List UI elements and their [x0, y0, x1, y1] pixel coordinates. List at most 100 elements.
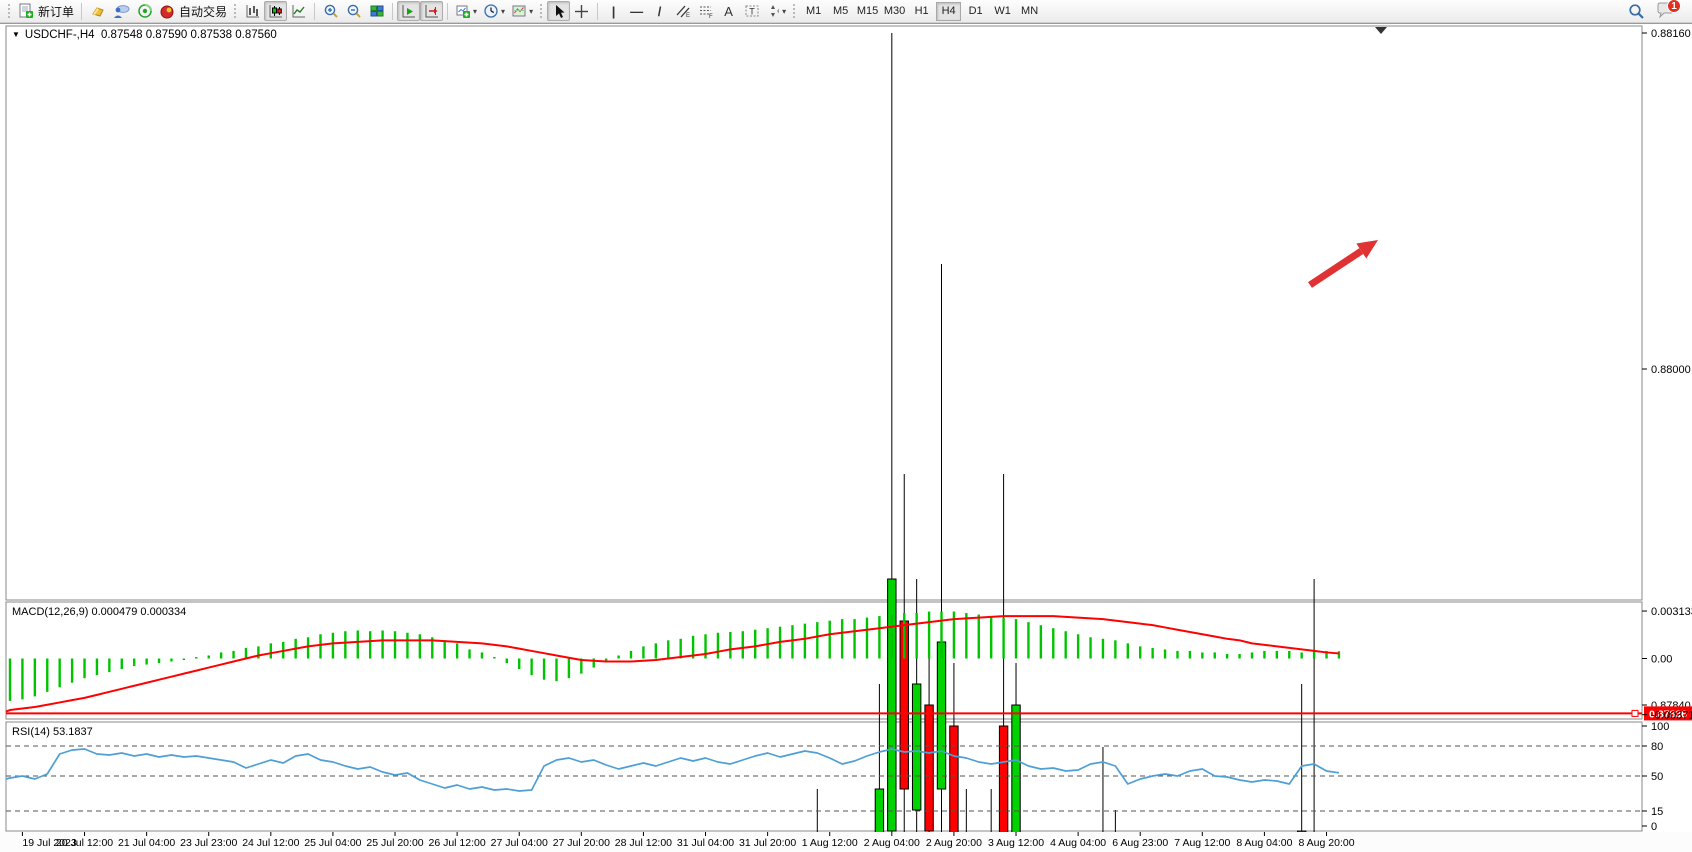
- arrows-tool-button[interactable]: ▾: [763, 1, 789, 21]
- macd-axis-label: 0.003133: [1651, 606, 1692, 618]
- time-axis-label: 4 Aug 04:00: [1050, 837, 1106, 849]
- vertical-line-tool-button[interactable]: |: [611, 3, 616, 19]
- trend-arrow-annotation[interactable]: [1308, 248, 1364, 288]
- main-toolbar: 新订单 自动交易: [0, 0, 1692, 23]
- svg-text:E: E: [686, 13, 690, 18]
- chevron-down-icon: ▾: [529, 6, 534, 16]
- timeframe-button-m30[interactable]: M30: [883, 5, 906, 17]
- tile-windows-icon: [370, 5, 384, 17]
- notification-count-badge: 1: [1667, 0, 1681, 13]
- horizontal-line-tool-button[interactable]: —: [630, 3, 644, 19]
- timeframe-button-h1[interactable]: H1: [914, 5, 929, 17]
- text-label-tool-button[interactable]: T: [740, 1, 763, 21]
- timeframe-button-w1[interactable]: W1: [994, 5, 1011, 17]
- rsi-axis-label: 0: [1651, 821, 1657, 833]
- new-chart-icon: [456, 5, 471, 18]
- time-axis-label: 27 Jul 04:00: [491, 837, 548, 849]
- time-axis-label: 2 Aug 20:00: [926, 837, 982, 849]
- price-badge: [1644, 706, 1692, 721]
- zoom-in-button[interactable]: [319, 1, 342, 21]
- timeframe-button-m5[interactable]: M5: [832, 5, 849, 17]
- template-icon: [512, 5, 526, 17]
- macd-panel[interactable]: [5, 601, 1643, 720]
- macd-axis-label: 0.00: [1651, 654, 1672, 666]
- toolbar-grip[interactable]: [233, 3, 239, 19]
- chart-title-bar[interactable]: ▼ USDCHF-,H4 0.87548 0.87590 0.87538 0.87…: [12, 29, 277, 41]
- candlestick-mode-button[interactable]: [264, 1, 288, 21]
- chart-shift-marker[interactable]: [1375, 27, 1387, 34]
- line-handle[interactable]: [1631, 709, 1639, 717]
- candle-up: [936, 641, 947, 790]
- auto-scroll-button[interactable]: [397, 1, 421, 21]
- time-axis-label: 1 Aug 12:00: [802, 837, 858, 849]
- equidistant-channel-icon: E: [676, 5, 690, 18]
- timeframe-button-d1[interactable]: D1: [968, 5, 983, 17]
- cursor-tool-button[interactable]: [547, 1, 571, 21]
- candle-down: [998, 725, 1009, 852]
- new-chart-button[interactable]: ▾: [452, 1, 480, 21]
- bar-chart-icon: [246, 5, 259, 18]
- rsi-indicator-label: RSI(14) 53.1837: [12, 726, 93, 738]
- time-axis-label: 31 Jul 20:00: [739, 837, 796, 849]
- gold-bar-icon: [91, 7, 104, 17]
- rsi-line: [5, 748, 1340, 792]
- timeframe-button-mn[interactable]: MN: [1021, 5, 1039, 17]
- timeframe-group: M1 M5 M15 M30 H1 H4 D1 W1 MN: [800, 1, 1043, 21]
- timeframe-button-m1[interactable]: M1: [805, 5, 822, 17]
- time-axis-label: 21 Jul 04:00: [118, 837, 175, 849]
- price-panel[interactable]: [5, 25, 1643, 601]
- signal-button[interactable]: [133, 1, 156, 21]
- crosshair-tool-button[interactable]: [570, 1, 593, 21]
- auto-scroll-icon: [402, 5, 415, 18]
- timeframe-button-m15[interactable]: M15: [856, 5, 879, 17]
- auto-trading-button[interactable]: 自动交易: [156, 1, 230, 21]
- time-axis-label: 8 Aug 20:00: [1298, 837, 1354, 849]
- rsi-axis-label: 80: [1651, 741, 1663, 753]
- chart-dropdown-icon[interactable]: ▼: [12, 30, 20, 39]
- zoom-out-button[interactable]: [342, 1, 365, 21]
- templates-button[interactable]: ▾: [508, 1, 536, 21]
- periods-button[interactable]: ▾: [480, 1, 508, 21]
- time-axis-label: 8 Aug 04:00: [1236, 837, 1292, 849]
- toolbar-grip[interactable]: [7, 3, 12, 19]
- zoom-in-icon: [324, 4, 338, 18]
- macd-indicator-label: MACD(12,26,9) 0.000479 0.000334: [12, 606, 187, 618]
- fibonacci-tool-button[interactable]: F: [694, 1, 717, 21]
- tile-windows-button[interactable]: [365, 1, 388, 21]
- notifications-button[interactable]: 1: [1656, 0, 1681, 21]
- text-tool-button[interactable]: A: [724, 3, 733, 19]
- cloud-user-icon: [114, 4, 130, 18]
- channel-tool-button[interactable]: E: [671, 1, 694, 21]
- crosshair-icon: [575, 4, 589, 18]
- time-axis-label: 7 Aug 12:00: [1174, 837, 1230, 849]
- auto-trading-label: 自动交易: [179, 4, 228, 19]
- macd-signal-line: [5, 615, 1340, 713]
- line-chart-mode-button[interactable]: [287, 1, 310, 21]
- search-button[interactable]: [1625, 1, 1648, 21]
- new-order-label: 新订单: [38, 4, 75, 19]
- new-order-button[interactable]: 新订单: [15, 1, 77, 21]
- clock-icon: [484, 4, 498, 18]
- symbol-timeframe-label: USDCHF-,H4: [24, 29, 95, 41]
- chevron-down-icon: ▾: [473, 6, 478, 16]
- bar-chart-mode-button[interactable]: [241, 1, 264, 21]
- timeframe-button-h4[interactable]: H4: [936, 1, 962, 21]
- text-label-icon: T: [745, 5, 759, 17]
- time-axis-strip[interactable]: [0, 832, 1692, 852]
- trendline-tool-button[interactable]: /: [657, 3, 662, 19]
- time-axis-label: 25 Jul 04:00: [304, 837, 361, 849]
- time-axis-label: 23 Jul 23:00: [180, 837, 237, 849]
- svg-text:T: T: [749, 7, 755, 17]
- toolbar-grip[interactable]: [792, 3, 798, 19]
- trend-arrow-head[interactable]: [1356, 240, 1378, 259]
- time-axis-label: 26 Jul 12:00: [429, 837, 486, 849]
- chart-shift-button[interactable]: [420, 1, 444, 21]
- gold-bar-button[interactable]: [86, 1, 109, 21]
- cloud-user-button[interactable]: [109, 1, 133, 21]
- auto-trading-icon: [160, 5, 174, 18]
- candle-up: [874, 788, 885, 852]
- time-axis-label: 2 Aug 04:00: [864, 837, 920, 849]
- toolbar-grip[interactable]: [539, 3, 545, 19]
- time-axis-label: 25 Jul 20:00: [366, 837, 423, 849]
